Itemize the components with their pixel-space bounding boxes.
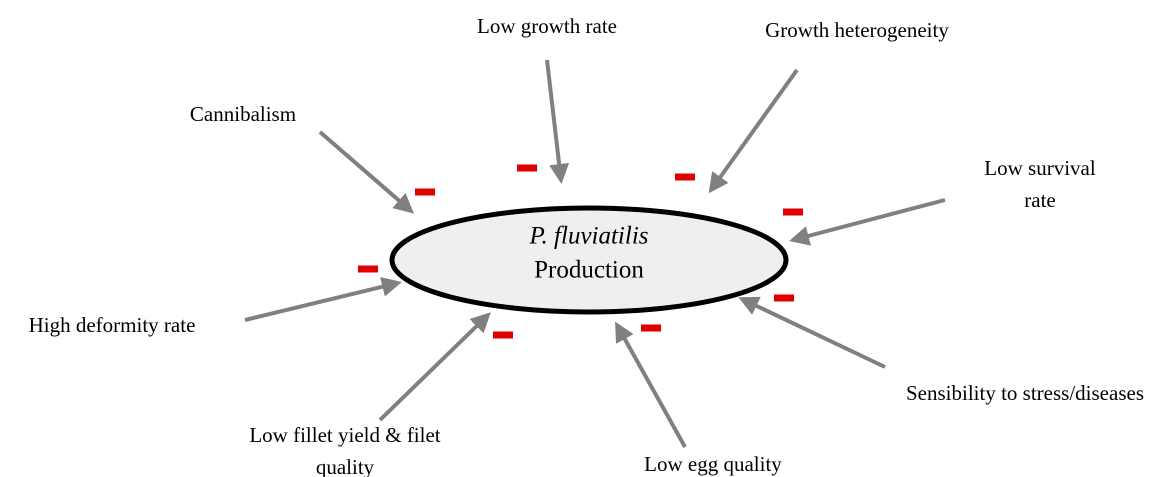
factor-label: Low fillet yield & filet	[249, 423, 440, 447]
center-ellipse	[389, 205, 789, 315]
center-species: P. fluviatilis	[529, 223, 649, 250]
factor-label: High deformity rate	[29, 313, 196, 337]
factor-label: Low egg quality	[644, 452, 782, 476]
factor-label: Low survival	[984, 156, 1096, 180]
factor-label: Low growth rate	[477, 14, 617, 38]
minus-sign	[517, 164, 537, 172]
minus-sign	[415, 188, 435, 196]
arrow	[318, 130, 415, 214]
factor-label: Sensibility to stress/diseases	[906, 381, 1144, 405]
minus-sign	[493, 331, 513, 339]
arrow	[545, 59, 570, 184]
factor-label: rate	[1024, 188, 1055, 212]
arrow	[738, 296, 886, 369]
minus-sign	[641, 324, 661, 332]
center-label: Production	[534, 257, 644, 284]
arrow	[789, 198, 946, 246]
factor-label: Growth heterogeneity	[765, 18, 949, 42]
arrow	[244, 277, 402, 322]
factor-label: Cannibalism	[190, 102, 296, 126]
factor-label: quality	[316, 455, 375, 477]
minus-sign	[358, 265, 378, 273]
arrow	[378, 312, 491, 422]
arrow	[708, 68, 799, 194]
minus-sign	[675, 173, 695, 181]
minus-sign	[783, 208, 803, 216]
arrow	[615, 321, 687, 448]
minus-sign	[774, 294, 794, 302]
